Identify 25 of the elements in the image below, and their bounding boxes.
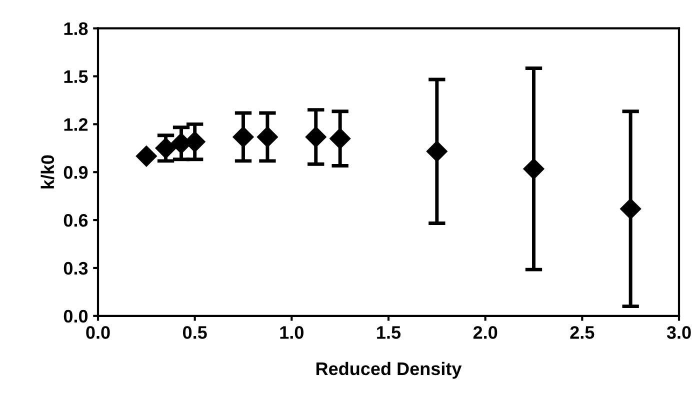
point — [256, 126, 278, 148]
point — [426, 140, 448, 162]
point — [136, 146, 157, 167]
point — [523, 158, 544, 180]
y-tick-label: 1.2 — [64, 118, 88, 131]
y-tick-label: 0.0 — [64, 310, 88, 323]
x-tick-label: 3.0 — [666, 326, 691, 339]
x-tick-label: 2.0 — [473, 326, 498, 339]
point — [305, 126, 326, 148]
y-tick-label: 1.8 — [64, 22, 88, 36]
x-tick-label: 0.0 — [86, 326, 110, 339]
y-tick-label: 0.9 — [64, 166, 88, 179]
y-tick-label: 1.5 — [64, 70, 88, 83]
point — [330, 128, 351, 150]
point — [232, 126, 254, 148]
point — [155, 138, 176, 159]
x-axis-title: Reduced Density — [316, 362, 462, 379]
y-tick-label: 0.3 — [64, 262, 88, 275]
y-axis-title: k/k0 — [40, 155, 54, 188]
x-tick-label: 2.5 — [570, 326, 594, 339]
x-tick-label: 1.5 — [377, 326, 401, 339]
point — [620, 198, 642, 220]
x-tick-label: 0.5 — [183, 326, 207, 339]
x-tick-label: 1.0 — [280, 326, 304, 339]
y-tick-label: 0.6 — [64, 214, 88, 227]
